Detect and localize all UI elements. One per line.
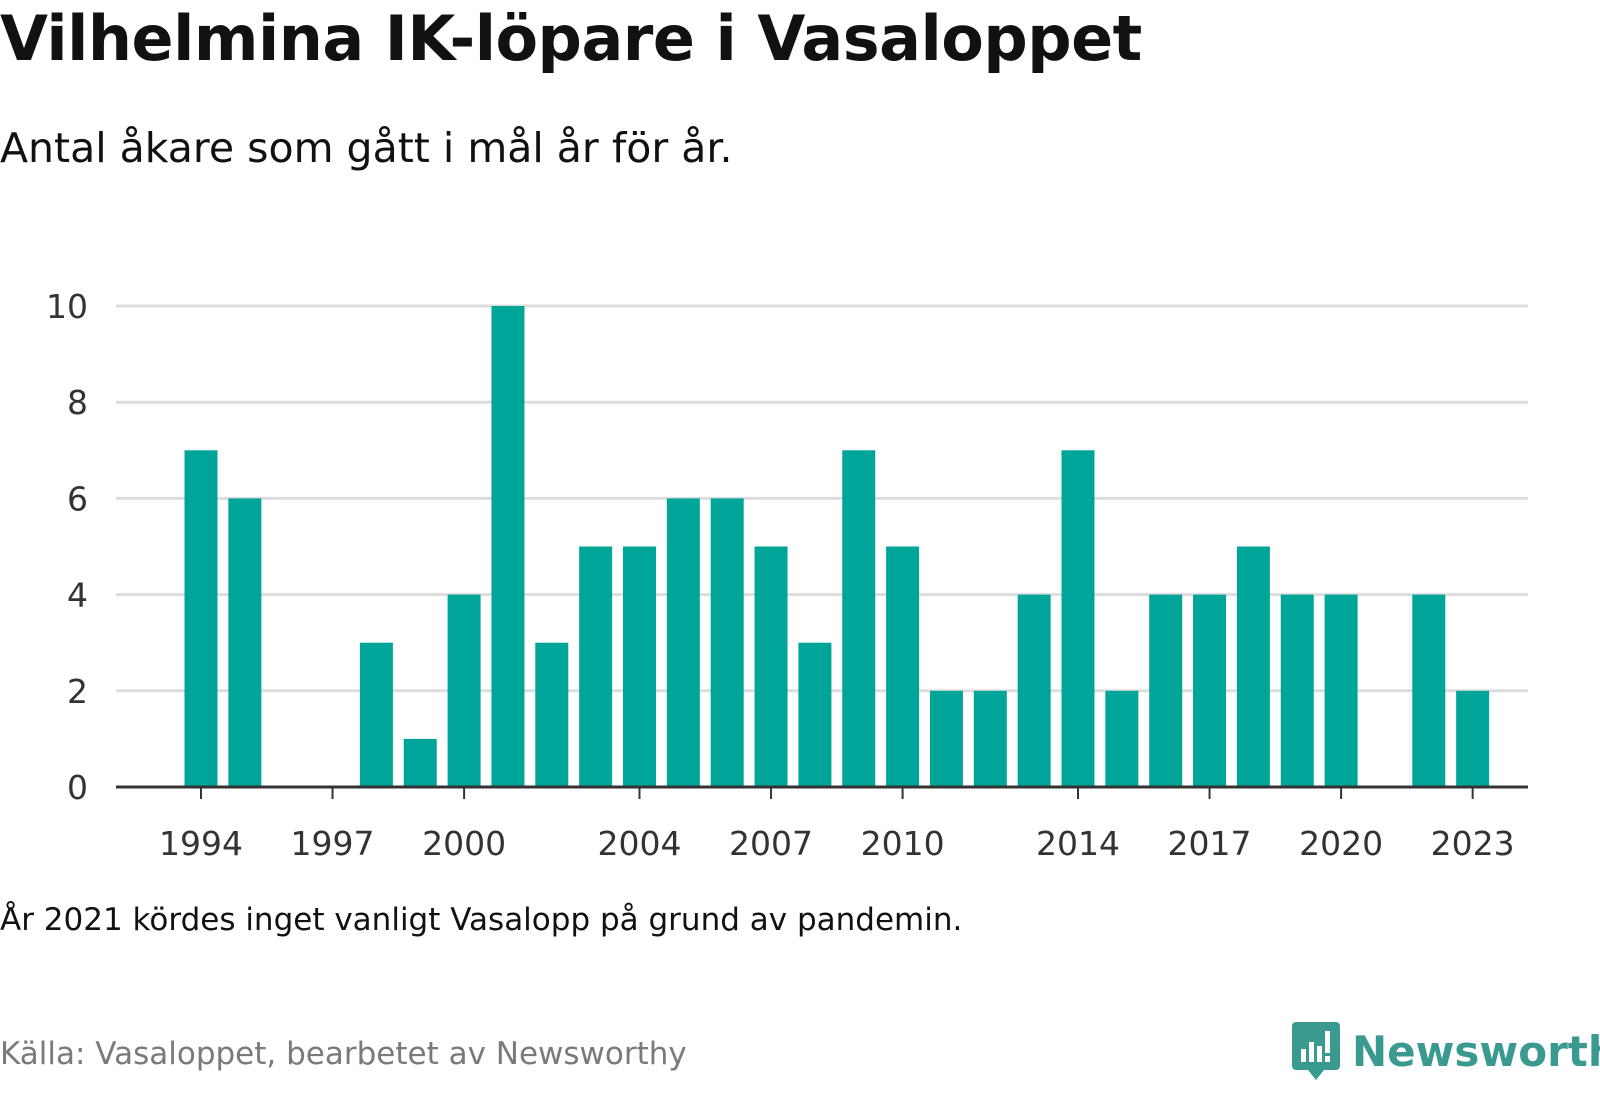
x-tick-label: 1994 xyxy=(159,824,243,863)
footnote: År 2021 kördes inget vanligt Vasalopp på… xyxy=(0,902,963,938)
bar-chart: 0 2 4 6 8 10 1994 1997 2000 2004 2007 2010 2014 2017… xyxy=(46,287,1528,863)
bar-2018 xyxy=(1236,546,1270,787)
bar-1998 xyxy=(359,642,393,787)
x-tick-label: 2014 xyxy=(1036,824,1120,863)
x-tick-label: 2020 xyxy=(1299,824,1383,863)
y-tick-label: 6 xyxy=(67,479,88,518)
source-credit: Källa: Vasaloppet, bearbetet av Newswort… xyxy=(0,1036,687,1072)
bar-2003 xyxy=(579,546,613,787)
x-axis xyxy=(116,785,1528,799)
bar-2012 xyxy=(973,690,1007,787)
bar-2020 xyxy=(1324,594,1358,787)
bar-2001 xyxy=(491,306,525,787)
y-tick-label: 8 xyxy=(67,383,88,422)
bar-2009 xyxy=(842,450,876,787)
bar-2000 xyxy=(447,594,481,787)
x-tick-label: 1997 xyxy=(291,824,375,863)
bar-2016 xyxy=(1149,594,1183,787)
y-tick-label: 2 xyxy=(67,672,88,711)
newsworthy-logo[interactable]: Newsworthy xyxy=(1292,1022,1600,1080)
bar-2017 xyxy=(1193,594,1227,787)
y-tick-label: 0 xyxy=(67,768,88,807)
bar-2008 xyxy=(798,642,832,787)
bar-2015 xyxy=(1105,690,1139,787)
bar-2011 xyxy=(929,690,963,787)
chart-title: Vilhelmina IK-löpare i Vasaloppet xyxy=(0,2,1142,75)
x-tick-label: 2023 xyxy=(1431,824,1515,863)
bar-1995 xyxy=(228,498,262,787)
bars xyxy=(184,306,1490,787)
x-tick-label: 2007 xyxy=(729,824,813,863)
x-tick-label: 2017 xyxy=(1168,824,1252,863)
y-tick-label: 10 xyxy=(46,287,88,326)
y-tick-label: 4 xyxy=(67,576,88,615)
bar-2023 xyxy=(1456,690,1490,787)
bar-2002 xyxy=(535,642,569,787)
bar-2005 xyxy=(666,498,700,787)
x-tick-label: 2000 xyxy=(422,824,506,863)
bar-1994 xyxy=(184,450,218,787)
bar-2004 xyxy=(623,546,656,787)
x-tick-label: 2010 xyxy=(861,824,945,863)
chart-subtitle: Antal åkare som gått i mål år för år. xyxy=(0,124,733,172)
bar-2019 xyxy=(1280,594,1314,787)
gridlines xyxy=(116,304,1528,693)
bar-2022 xyxy=(1412,594,1446,787)
bar-2013 xyxy=(1017,594,1051,787)
y-axis-ticks: 0 2 4 6 8 10 xyxy=(46,287,88,807)
bar-1999 xyxy=(403,738,437,787)
bar-2014 xyxy=(1061,450,1095,787)
bar-2007 xyxy=(754,546,788,787)
bar-2006 xyxy=(710,498,744,787)
x-axis-ticks: 1994 1997 2000 2004 2007 2010 2014 2017 2020 2023 xyxy=(159,824,1515,863)
newsworthy-chart-icon xyxy=(1292,1022,1340,1080)
logo-text: Newsworthy xyxy=(1352,1026,1600,1076)
bar-2010 xyxy=(886,546,920,787)
x-tick-label: 2004 xyxy=(598,824,682,863)
